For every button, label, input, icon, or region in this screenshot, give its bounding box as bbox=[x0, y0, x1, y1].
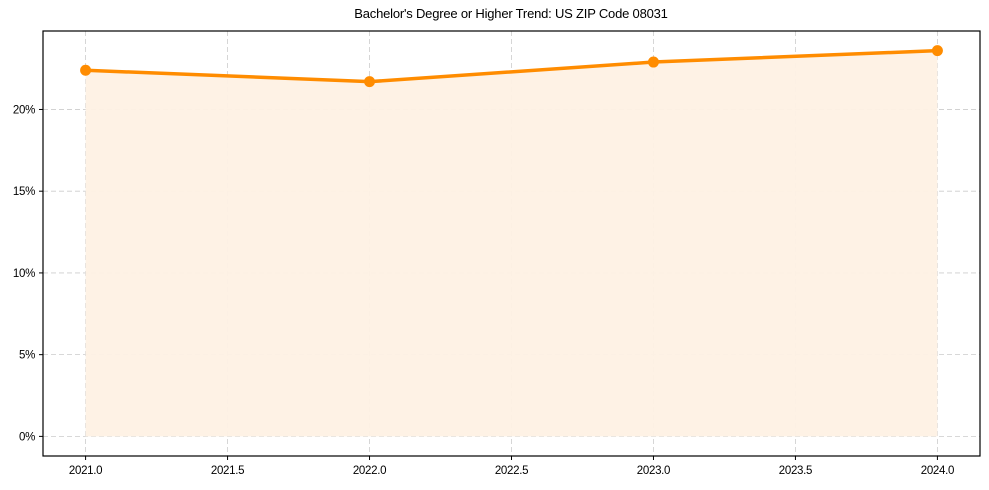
x-tick-label: 2022.5 bbox=[495, 465, 528, 477]
y-axis: 0% 5% 10% 15% 20% bbox=[13, 104, 43, 443]
y-tick-label: 5% bbox=[19, 350, 35, 362]
data-point-marker bbox=[647, 56, 659, 68]
data-point-marker bbox=[931, 45, 943, 57]
x-tick-label: 2023.0 bbox=[637, 465, 670, 477]
x-tick-label: 2021.0 bbox=[69, 465, 102, 477]
y-tick-label: 15% bbox=[13, 186, 35, 198]
data-point-marker bbox=[80, 64, 92, 76]
y-tick-label: 20% bbox=[13, 104, 35, 116]
data-point-marker bbox=[364, 76, 376, 88]
data-markers bbox=[80, 45, 943, 88]
x-tick-label: 2023.5 bbox=[779, 465, 812, 477]
x-tick-label: 2021.5 bbox=[211, 465, 244, 477]
y-tick-label: 0% bbox=[19, 431, 35, 443]
x-tick-label: 2024.0 bbox=[921, 465, 954, 477]
area-fill bbox=[85, 50, 938, 437]
chart-title: Bachelor's Degree or Higher Trend: US ZI… bbox=[354, 6, 668, 21]
x-axis: 2021.0 2021.5 2022.0 2022.5 2023.0 2023.5 2024… bbox=[69, 456, 954, 477]
data-line bbox=[83, 48, 940, 84]
x-tick-label: 2022.0 bbox=[353, 465, 386, 477]
y-tick-label: 10% bbox=[13, 268, 35, 280]
